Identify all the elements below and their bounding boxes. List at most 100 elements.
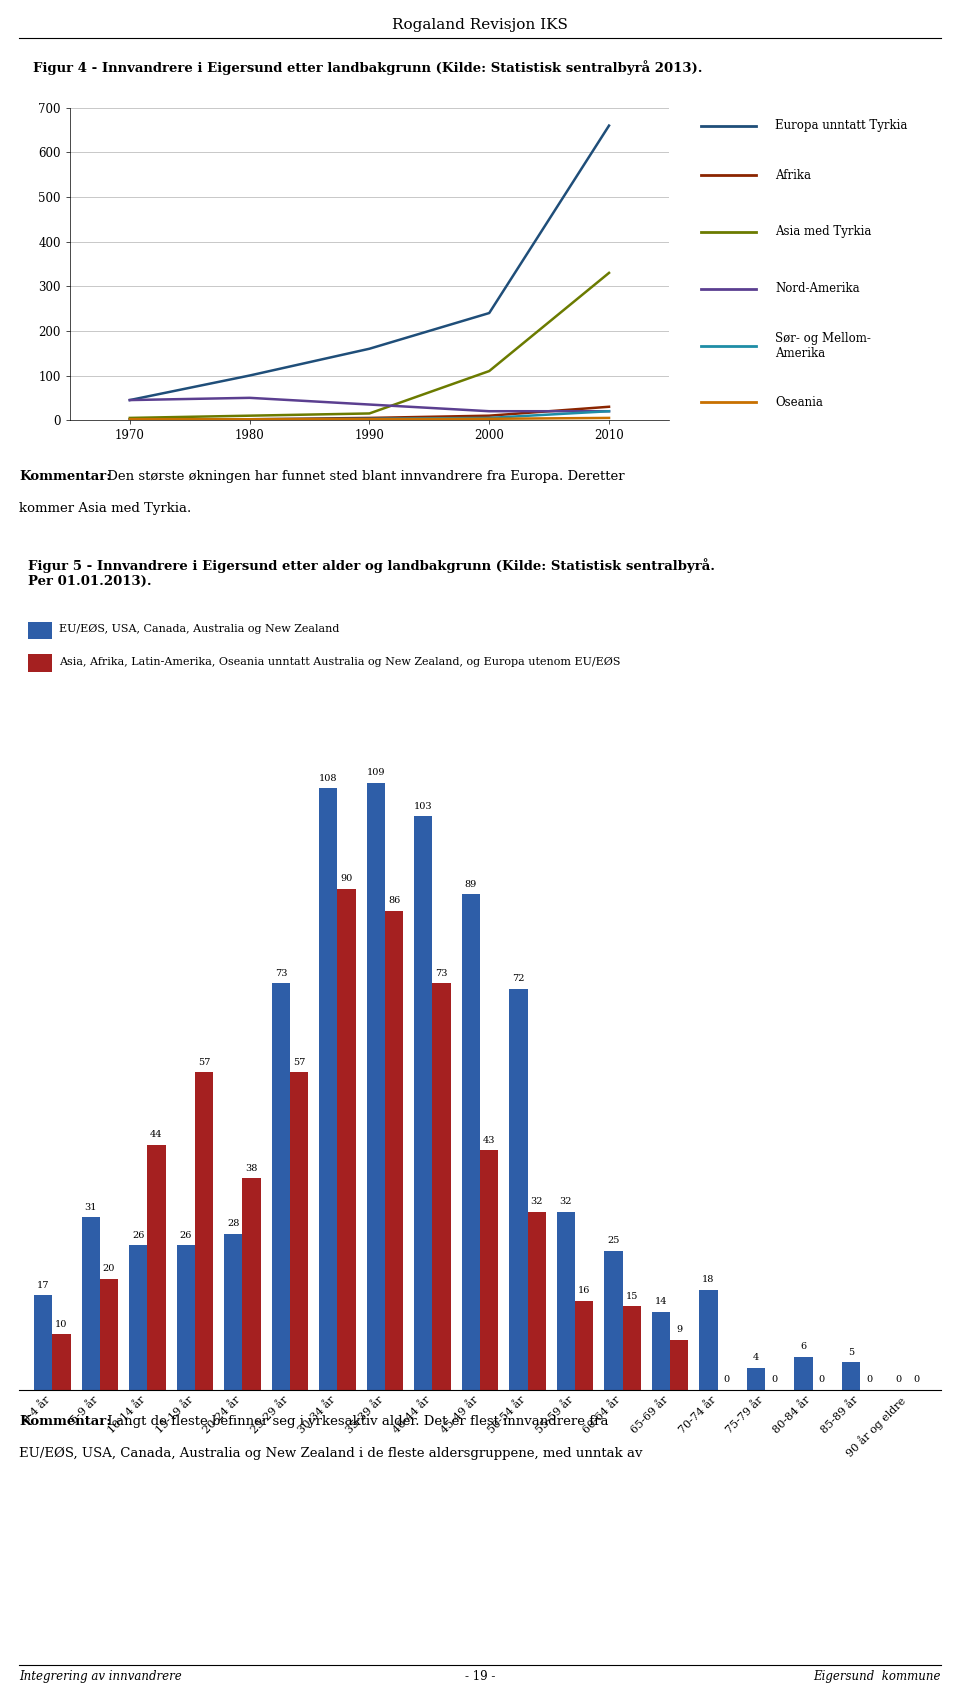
Bar xyxy=(243,1178,260,1389)
Text: Integrering av innvandrere: Integrering av innvandrere xyxy=(19,1669,182,1683)
Text: Oseania: Oseania xyxy=(775,397,823,408)
Text: Langt de fleste befinner seg i yrkesaktiv alder. Det er flest innvandrere fra: Langt de fleste befinner seg i yrkesakti… xyxy=(104,1415,609,1428)
Bar xyxy=(367,783,385,1389)
Text: 15: 15 xyxy=(625,1291,637,1301)
Text: Den største økningen har funnet sted blant innvandrere fra Europa. Deretter: Den største økningen har funnet sted bla… xyxy=(104,469,625,483)
Text: Asia, Afrika, Latin-Amerika, Oseania unntatt Australia og New Zealand, og Europa: Asia, Afrika, Latin-Amerika, Oseania unn… xyxy=(60,657,621,667)
Text: 0: 0 xyxy=(914,1376,920,1384)
Point xyxy=(751,279,762,299)
Bar xyxy=(53,1334,70,1389)
Text: EU/EØS, USA, Canada, Australia og New Zealand: EU/EØS, USA, Canada, Australia og New Ze… xyxy=(60,623,340,633)
Text: 103: 103 xyxy=(414,802,433,810)
Bar xyxy=(622,1307,640,1389)
Bar xyxy=(747,1367,765,1389)
Text: kommer Asia med Tyrkia.: kommer Asia med Tyrkia. xyxy=(19,501,191,515)
Bar xyxy=(225,1234,243,1389)
Text: 16: 16 xyxy=(578,1286,590,1295)
Bar xyxy=(795,1357,812,1389)
Text: 57: 57 xyxy=(198,1058,210,1067)
Text: 57: 57 xyxy=(293,1058,305,1067)
Bar xyxy=(842,1362,860,1389)
Bar xyxy=(195,1072,213,1389)
Text: 43: 43 xyxy=(483,1136,495,1144)
Text: Sør- og Mellom-
Amerika: Sør- og Mellom- Amerika xyxy=(775,331,871,360)
Text: Kommentar:: Kommentar: xyxy=(19,1415,111,1428)
Point xyxy=(751,165,762,186)
Bar xyxy=(700,1290,717,1389)
Text: 109: 109 xyxy=(367,768,385,776)
Bar xyxy=(575,1301,593,1389)
Point xyxy=(695,165,707,186)
Point xyxy=(695,221,707,241)
Text: 90: 90 xyxy=(341,874,352,883)
Text: 32: 32 xyxy=(530,1197,542,1207)
Text: 89: 89 xyxy=(465,879,477,888)
Text: 5: 5 xyxy=(848,1347,854,1357)
Bar xyxy=(652,1312,670,1389)
Text: 73: 73 xyxy=(435,969,447,977)
Point xyxy=(695,115,707,135)
Point xyxy=(751,221,762,241)
Point xyxy=(695,392,707,412)
Bar xyxy=(415,815,433,1389)
Text: Rogaland Revisjon IKS: Rogaland Revisjon IKS xyxy=(392,19,568,32)
Bar xyxy=(100,1278,118,1389)
FancyBboxPatch shape xyxy=(29,621,52,638)
FancyBboxPatch shape xyxy=(29,655,52,672)
Point xyxy=(751,336,762,356)
Bar xyxy=(35,1295,53,1389)
Bar xyxy=(177,1246,195,1389)
Text: 0: 0 xyxy=(866,1376,872,1384)
Bar xyxy=(557,1212,575,1389)
Bar xyxy=(385,912,403,1389)
Text: EU/EØS, USA, Canada, Australia og New Zealand i de fleste aldersgruppene, med un: EU/EØS, USA, Canada, Australia og New Ze… xyxy=(19,1447,642,1460)
Text: 86: 86 xyxy=(388,896,400,905)
Point xyxy=(751,115,762,135)
Bar xyxy=(605,1251,622,1389)
Bar xyxy=(510,989,527,1389)
Text: 44: 44 xyxy=(150,1131,163,1139)
Text: Figur 4 - Innvandrere i Eigersund etter landbakgrunn (Kilde: Statistisk sentralb: Figur 4 - Innvandrere i Eigersund etter … xyxy=(33,61,703,74)
Point xyxy=(695,336,707,356)
Bar xyxy=(320,788,338,1389)
Text: 31: 31 xyxy=(84,1204,97,1212)
Text: 28: 28 xyxy=(228,1219,240,1229)
Text: 72: 72 xyxy=(513,974,525,984)
Text: 20: 20 xyxy=(103,1264,115,1273)
Text: Afrika: Afrika xyxy=(775,169,811,182)
Bar xyxy=(527,1212,545,1389)
Text: Europa unntatt Tyrkia: Europa unntatt Tyrkia xyxy=(775,118,907,132)
Bar xyxy=(290,1072,308,1389)
Bar xyxy=(462,895,480,1389)
Text: 17: 17 xyxy=(37,1281,50,1290)
Bar xyxy=(670,1340,688,1389)
Text: 18: 18 xyxy=(703,1274,714,1285)
Text: 38: 38 xyxy=(246,1163,257,1173)
Text: 0: 0 xyxy=(896,1376,901,1384)
Text: Nord-Amerika: Nord-Amerika xyxy=(775,282,859,295)
Text: Kommentar:: Kommentar: xyxy=(19,469,111,483)
Text: 108: 108 xyxy=(320,773,338,783)
Text: 32: 32 xyxy=(560,1197,572,1207)
Text: Eigersund  kommune: Eigersund kommune xyxy=(813,1669,941,1683)
Bar xyxy=(82,1217,100,1389)
Text: Asia med Tyrkia: Asia med Tyrkia xyxy=(775,226,872,238)
Text: 10: 10 xyxy=(56,1320,67,1328)
Point xyxy=(751,392,762,412)
Text: 0: 0 xyxy=(771,1376,777,1384)
Bar xyxy=(130,1246,148,1389)
Bar xyxy=(480,1151,498,1389)
Text: 9: 9 xyxy=(676,1325,683,1334)
Text: 25: 25 xyxy=(608,1236,619,1246)
Text: 73: 73 xyxy=(275,969,287,977)
Text: 26: 26 xyxy=(180,1231,192,1239)
Text: 26: 26 xyxy=(132,1231,145,1239)
Bar xyxy=(272,984,290,1389)
Bar xyxy=(433,984,450,1389)
Bar xyxy=(148,1144,165,1389)
Point xyxy=(695,279,707,299)
Text: - 19 -: - 19 - xyxy=(465,1669,495,1683)
Bar xyxy=(338,888,355,1389)
Text: 14: 14 xyxy=(655,1298,667,1307)
Text: 0: 0 xyxy=(724,1376,730,1384)
